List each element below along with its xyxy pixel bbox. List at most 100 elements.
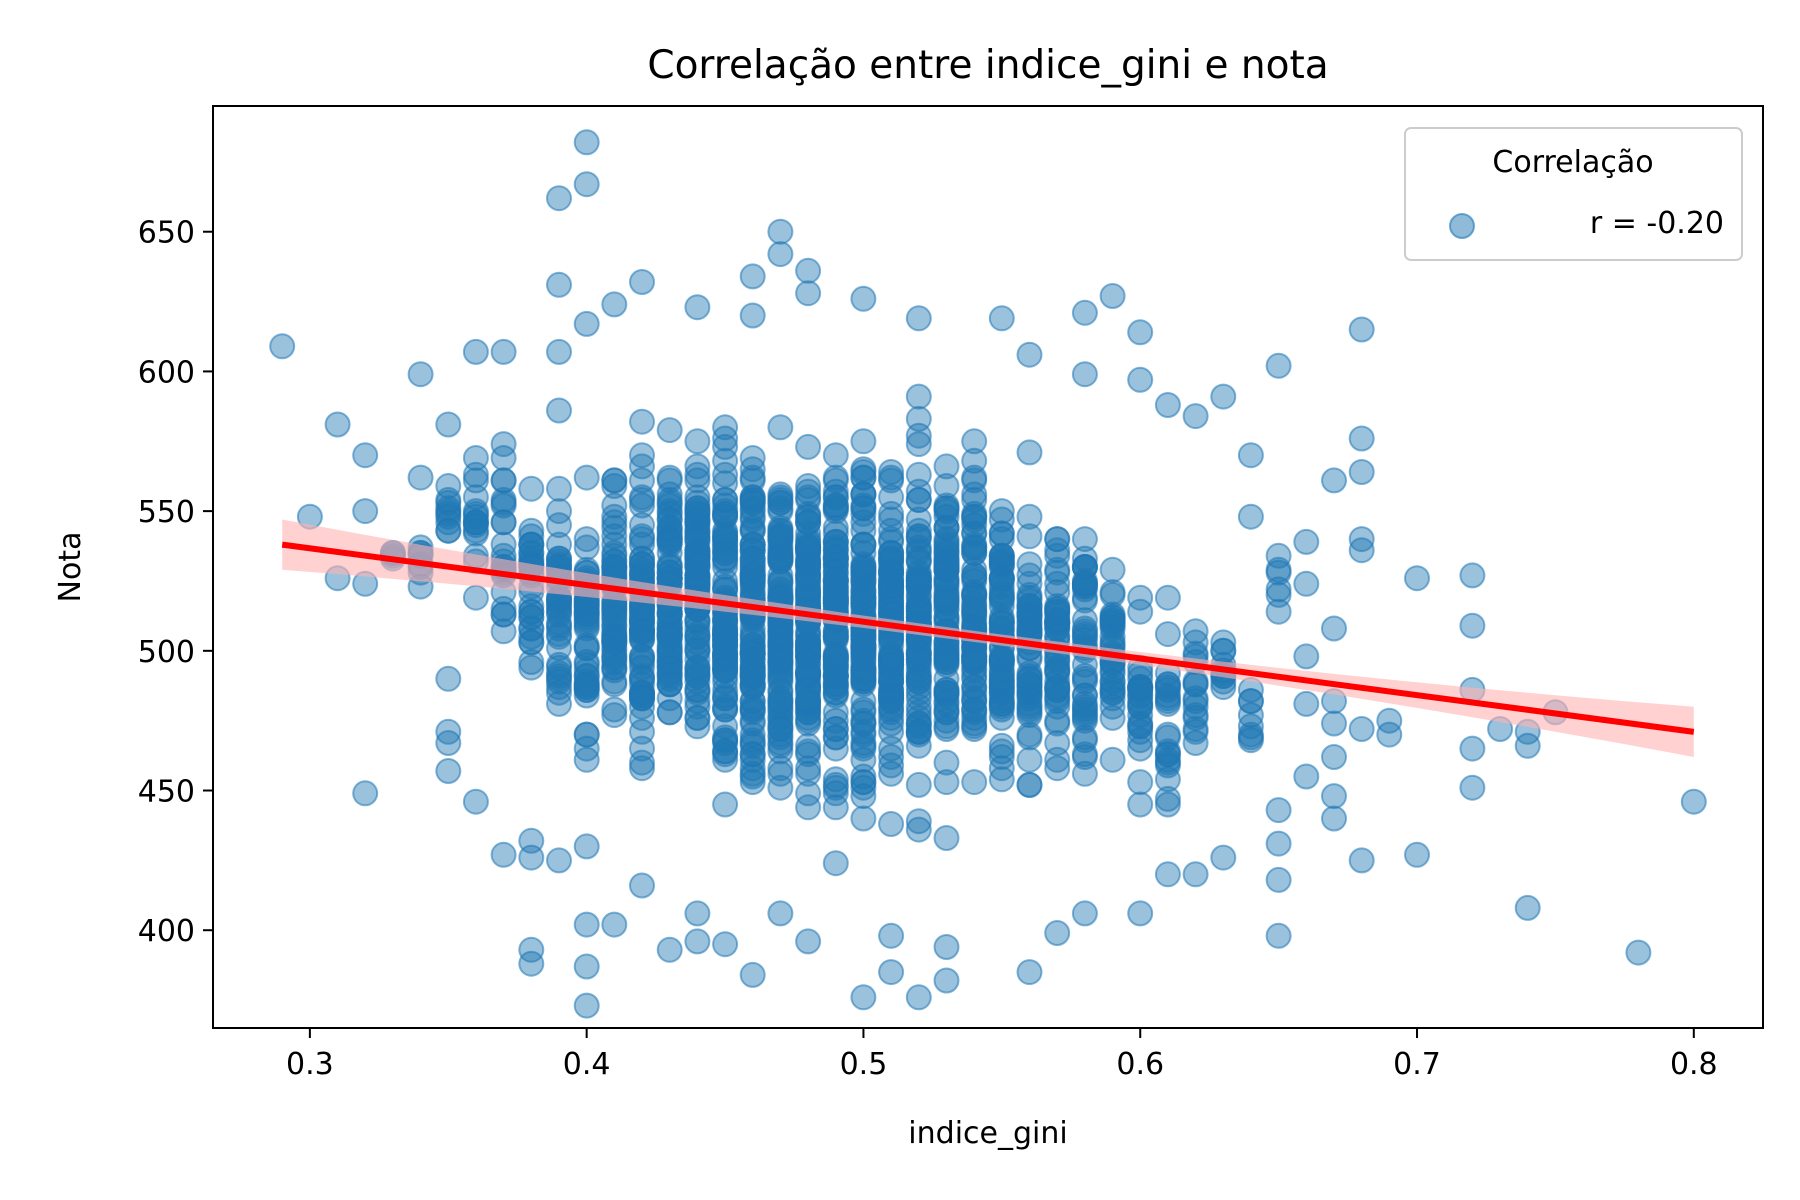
scatter-point — [933, 526, 960, 553]
scatter-point — [961, 685, 988, 712]
scatter-point — [795, 660, 822, 687]
scatter-point — [1459, 774, 1486, 801]
scatter-point — [1099, 746, 1126, 773]
scatter-point — [905, 305, 932, 332]
scatter-point — [1099, 283, 1126, 309]
scatter-point — [795, 484, 822, 511]
scatter-point — [1044, 593, 1071, 620]
scatter-point — [1154, 785, 1181, 812]
y-tick-label: 600 — [138, 355, 195, 390]
scatter-point — [739, 467, 766, 494]
scatter-point — [573, 833, 600, 860]
scatter-point — [795, 257, 822, 284]
scatter-point — [739, 498, 766, 525]
scatter-point — [573, 607, 600, 634]
scatter-point — [490, 531, 517, 558]
scatter-point — [767, 576, 794, 603]
points-layer — [269, 129, 1707, 1019]
scatter-point — [1127, 584, 1154, 611]
scatter-point — [1321, 805, 1347, 832]
scatter-point — [546, 635, 572, 661]
scatter-point — [573, 992, 600, 1019]
scatter-point — [1071, 727, 1098, 754]
scatter-point — [878, 459, 905, 485]
scatter-point — [795, 503, 822, 530]
scatter-point — [988, 305, 1015, 332]
scatter-point — [629, 679, 655, 706]
scatter-point — [850, 769, 877, 796]
scatter-point — [573, 674, 600, 701]
scatter-point — [961, 704, 988, 731]
scatter-point — [988, 584, 1015, 611]
scatter-point — [629, 643, 655, 670]
scatter-point — [1016, 721, 1043, 748]
scatter-point — [462, 512, 489, 539]
scatter-point — [850, 746, 877, 773]
scatter-point — [767, 665, 794, 692]
scatter-point — [933, 967, 960, 994]
scatter-point — [684, 713, 711, 740]
scatter-point — [1182, 861, 1209, 888]
scatter-point — [546, 338, 572, 365]
scatter-point — [961, 464, 988, 491]
scatter-point — [1293, 570, 1320, 597]
scatter-point — [795, 704, 822, 731]
y-tick-label: 500 — [138, 635, 195, 670]
scatter-point — [1154, 791, 1181, 818]
scatter-point — [656, 489, 683, 516]
scatter-point — [629, 735, 655, 762]
scatter-point — [684, 663, 711, 689]
scatter-point — [546, 512, 572, 539]
scatter-point — [739, 763, 766, 790]
scatter-point — [1044, 570, 1071, 597]
scatter-point — [1154, 685, 1181, 712]
scatter-point — [573, 953, 600, 980]
scatter-point — [739, 489, 766, 516]
scatter-point — [905, 640, 932, 667]
scatter-point — [822, 646, 849, 673]
scatter-point — [601, 291, 628, 318]
scatter-point — [601, 696, 628, 723]
scatter-point — [684, 453, 711, 480]
scatter-point — [518, 531, 545, 558]
scatter-point — [933, 649, 960, 675]
scatter-point — [822, 573, 849, 600]
scatter-point — [1459, 735, 1486, 762]
scatter-point — [1071, 618, 1098, 645]
scatter-point — [1154, 741, 1181, 768]
scatter-point — [767, 730, 794, 756]
scatter-point — [1376, 721, 1403, 748]
scatter-point — [629, 609, 655, 636]
scatter-point — [850, 579, 877, 606]
scatter-point — [988, 545, 1015, 572]
scatter-point — [546, 847, 572, 874]
scatter-point — [988, 579, 1015, 606]
scatter-point — [795, 632, 822, 659]
scatter-point — [822, 794, 849, 821]
scatter-point — [601, 702, 628, 729]
scatter-point — [684, 500, 711, 527]
scatter-point — [1016, 439, 1043, 466]
scatter-point — [822, 467, 849, 494]
scatter-point — [933, 492, 960, 519]
scatter-point — [739, 562, 766, 589]
scatter-point — [878, 660, 905, 687]
scatter-point — [905, 383, 932, 410]
scatter-point — [961, 556, 988, 583]
scatter-point — [1265, 542, 1292, 569]
scatter-point — [407, 361, 434, 388]
scatter-point — [905, 422, 932, 449]
scatter-point — [1016, 341, 1043, 368]
scatter-point — [490, 509, 517, 536]
scatter-point — [1210, 383, 1237, 410]
scatter-point — [1016, 503, 1043, 530]
scatter-point — [1099, 609, 1126, 636]
scatter-point — [739, 769, 766, 796]
scatter-point — [767, 568, 794, 594]
scatter-point — [1321, 615, 1347, 642]
scatter-point — [878, 651, 905, 678]
scatter-point — [1071, 741, 1098, 768]
scatter-point — [961, 534, 988, 561]
scatter-point — [684, 615, 711, 642]
scatter-point — [601, 492, 628, 519]
